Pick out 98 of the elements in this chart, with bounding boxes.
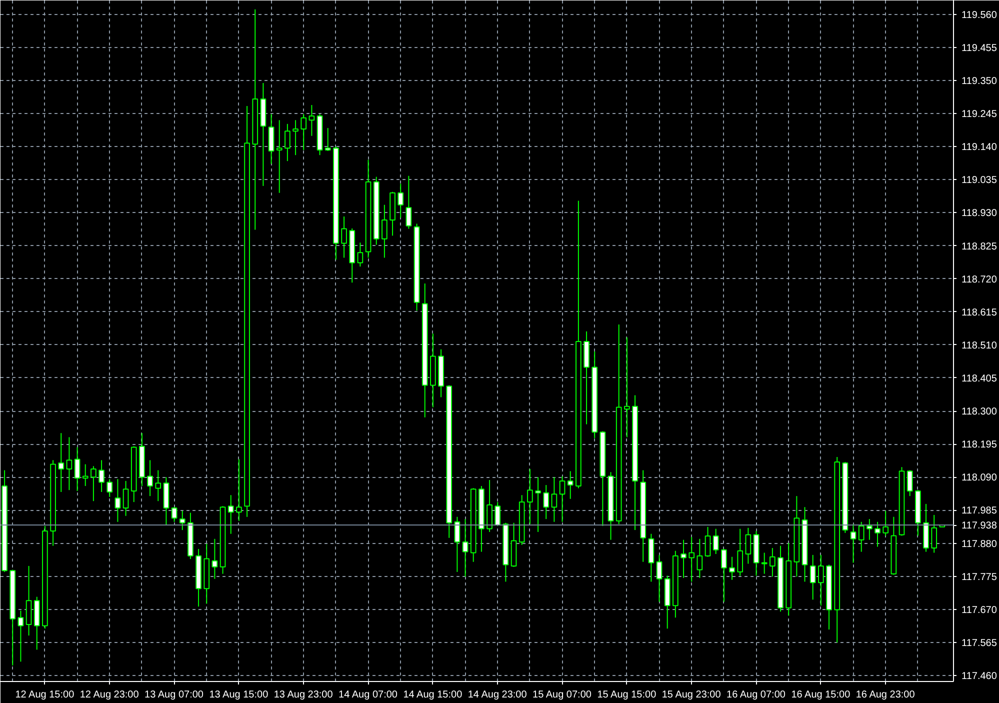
candlestick	[712, 528, 719, 554]
candlestick	[98, 460, 104, 492]
candlestick	[818, 554, 824, 606]
candlestick	[559, 476, 566, 522]
y-tick-label: 118.615	[962, 307, 998, 318]
x-tick-label: 16 Aug 23:00	[856, 690, 916, 700]
candlestick	[228, 494, 234, 534]
x-tick-label: 12 Aug 23:00	[80, 690, 140, 700]
candlestick	[341, 216, 347, 258]
y-tick-label: 119.560	[962, 10, 998, 21]
candlestick	[382, 204, 388, 258]
candlestick	[866, 518, 872, 540]
y-tick-label: 119.350	[962, 76, 998, 87]
y-tick-label: 117.670	[962, 604, 998, 616]
candlestick	[268, 114, 274, 164]
candlestick	[882, 510, 889, 536]
candlestick	[737, 528, 744, 576]
candlestick	[931, 514, 938, 554]
candlestick	[551, 476, 558, 522]
candlestick	[688, 536, 695, 582]
x-tick-label: 13 Aug 07:00	[144, 690, 204, 700]
y-tick-label: 118.195	[962, 440, 998, 451]
candlestick	[527, 468, 533, 525]
candlestick	[624, 336, 630, 438]
candlestick	[236, 458, 242, 522]
candlestick	[82, 464, 88, 486]
y-tick-label: 119.245	[962, 109, 998, 120]
candlestick	[66, 436, 72, 491]
candlestick	[26, 565, 32, 636]
candlestick	[494, 502, 501, 526]
y-tick-label: 119.035	[962, 175, 998, 186]
y-tick-label: 118.930	[962, 208, 998, 220]
candlestick	[704, 526, 711, 558]
x-tick-label: 14 Aug 15:00	[403, 690, 463, 700]
x-tick-label: 12 Aug 15:00	[15, 690, 75, 700]
candlestick	[721, 548, 727, 602]
candlestick	[147, 460, 153, 497]
candlestick	[357, 242, 364, 268]
x-tick-label: 16 Aug 15:00	[791, 690, 851, 700]
candlestick	[308, 104, 315, 136]
candlestick	[696, 538, 703, 578]
candlestick	[18, 610, 24, 662]
candlestick	[300, 114, 307, 151]
candlestick	[535, 476, 541, 532]
candlestick	[179, 510, 186, 531]
candlestick	[171, 506, 178, 522]
candlestick	[398, 183, 404, 218]
candlestick	[106, 478, 113, 498]
y-tick-label: 118.825	[962, 241, 998, 252]
candlestick	[567, 470, 574, 500]
candlestick	[543, 484, 550, 520]
candlestick	[770, 548, 776, 578]
y-tick-label: 119.455	[962, 42, 998, 54]
candlestick	[454, 516, 460, 572]
candlestick	[680, 539, 686, 578]
candlestick	[874, 521, 880, 548]
candlestick	[74, 446, 80, 492]
y-tick-label: 118.720	[962, 274, 998, 286]
x-tick-label: 15 Aug 23:00	[662, 690, 722, 700]
candlestick	[122, 480, 129, 516]
candlestick	[276, 120, 282, 194]
y-tick-label: 117.880	[962, 538, 998, 550]
x-tick-label: 16 Aug 07:00	[726, 690, 786, 700]
candlestick	[486, 480, 492, 532]
candlestick	[114, 478, 121, 522]
candlestick	[406, 175, 412, 230]
candlestick	[906, 470, 913, 497]
candlestick	[858, 521, 864, 552]
candlestick	[284, 123, 290, 162]
y-tick-label: 118.405	[962, 373, 998, 384]
candlestick	[324, 128, 331, 152]
y-tick-label: 117.985	[962, 506, 998, 517]
x-tick-label: 14 Aug 23:00	[468, 690, 528, 700]
candlestick	[90, 466, 96, 502]
x-tick-label: 15 Aug 15:00	[597, 690, 657, 700]
y-tick-label: 118.090	[962, 472, 998, 484]
x-tick-label: 14 Aug 07:00	[338, 690, 398, 700]
y-tick-label: 118.300	[962, 406, 998, 418]
y-tick-label: 119.140	[962, 142, 998, 154]
ref-line-label: 117.938	[962, 520, 998, 532]
y-tick-label: 117.460	[962, 671, 998, 682]
candlestick	[850, 524, 856, 564]
candlestick	[292, 120, 298, 156]
candlestick	[656, 554, 662, 602]
candlestick	[58, 432, 64, 492]
x-tick-label: 13 Aug 23:00	[274, 690, 334, 700]
candlestick	[462, 518, 468, 578]
candlestick	[648, 533, 654, 582]
y-tick-label: 118.510	[962, 340, 998, 352]
candlestick	[729, 556, 735, 580]
y-tick-label: 117.565	[962, 638, 998, 649]
candlestick	[155, 470, 162, 502]
candlestick	[810, 554, 816, 600]
candlestick	[212, 538, 218, 580]
x-tick-label: 13 Aug 15:00	[209, 690, 269, 700]
y-tick-label: 117.775	[962, 572, 998, 583]
candlestick	[745, 527, 752, 564]
x-tick-label: 15 Aug 07:00	[532, 690, 592, 700]
